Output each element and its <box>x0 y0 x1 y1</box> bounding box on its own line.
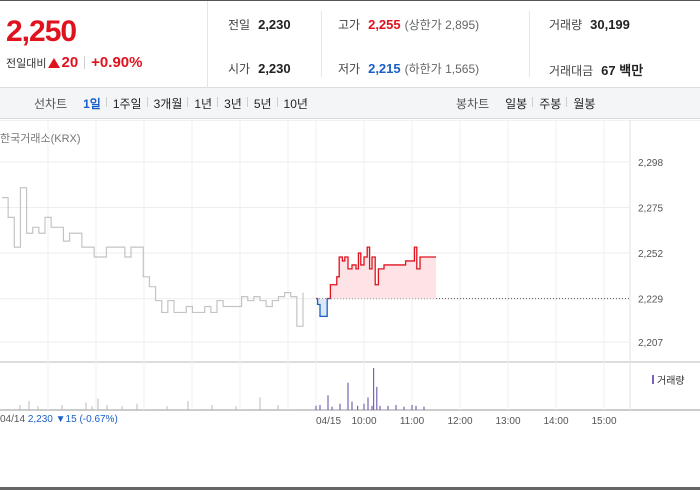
prev-day-change: ▼15 <box>55 414 77 425</box>
quote-header: 2,250 전일대비 20 +0.90% 전일 2,230 고가 2,255 (… <box>0 0 700 88</box>
tab-1week[interactable]: 1주일 <box>105 95 148 112</box>
current-price: 2,250 <box>6 15 77 48</box>
x-tick-label: 04/15 <box>316 416 341 427</box>
prev-day-date: 04/14 <box>0 414 26 425</box>
prev-day-summary: 04/14 2,230 ▼15 (-0.67%) <box>0 414 118 425</box>
y-tick-label: 2,229 <box>638 295 663 306</box>
prev-day-line <box>2 187 304 327</box>
divider <box>84 56 86 69</box>
x-tick-label: 14:00 <box>543 416 568 427</box>
prev-day-close: 2,230 <box>27 414 53 425</box>
candle-chart-tab-group: 봉차트 일봉 주봉 월봉 <box>456 88 601 119</box>
candle-chart-title: 봉차트 <box>456 97 490 111</box>
stat-label: 저가 <box>338 62 361 76</box>
stat-value: 30,199 <box>590 17 630 32</box>
line-chart-title: 선차트 <box>34 97 68 111</box>
bottom-border <box>0 487 700 490</box>
tab-3year[interactable]: 3년 <box>217 95 248 112</box>
x-tick-label: 13:00 <box>495 416 520 427</box>
legend-label: 거래량 <box>657 376 685 387</box>
change-value: 20 <box>61 54 79 71</box>
prev-day-change-pct: (-0.67%) <box>79 414 118 425</box>
price-box: 2,250 전일대비 20 +0.90% <box>0 1 208 88</box>
stat-value: 2,255 <box>368 17 401 32</box>
y-axis-ticks: 2,298 2,275 2,252 2,229 2,207 <box>638 158 663 349</box>
y-tick-label: 2,252 <box>638 249 663 260</box>
stat-high: 고가 2,255 (상한가 2,895) <box>338 16 479 33</box>
tab-weekly-candle[interactable]: 주봉 <box>532 95 567 112</box>
change-label: 전일대비 <box>6 57 47 70</box>
chart-period-tabs: 선차트 1일 1주일 3개월 1년 3년 5년 10년 봉차트 일봉 주봉 월봉 <box>0 88 700 119</box>
x-axis-ticks: 04/15 10:00 11:00 12:00 13:00 14:00 15:00 <box>316 416 617 427</box>
today-series-up <box>316 246 436 299</box>
exchange-label: 한국거래소(KRX) <box>0 133 81 145</box>
x-tick-label: 11:00 <box>400 416 425 427</box>
divider <box>529 11 530 77</box>
chart-grid <box>0 120 700 411</box>
tab-5year[interactable]: 5년 <box>246 95 278 112</box>
stat-label: 고가 <box>338 18 361 32</box>
stat-open: 시가 2,230 <box>228 60 291 77</box>
stat-sub: (상한가 2,895) <box>404 18 480 32</box>
stat-value: 67 백만 <box>601 63 644 78</box>
stat-sub: (하한가 1,565) <box>404 62 480 76</box>
up-triangle-icon <box>48 57 61 68</box>
tab-daily-candle[interactable]: 일봉 <box>505 97 528 111</box>
tab-10year[interactable]: 10년 <box>276 95 314 112</box>
stat-prev-close: 전일 2,230 <box>228 16 291 33</box>
line-chart-tab-group: 선차트 1일 1주일 3개월 1년 3년 5년 10년 <box>34 88 314 119</box>
volume-legend: 거래량 <box>652 372 685 387</box>
change-row: 전일대비 20 +0.90% <box>6 54 142 71</box>
y-tick-label: 2,207 <box>638 338 663 349</box>
stat-value: 2,230 <box>258 61 291 76</box>
stat-value: 2,215 <box>368 61 401 76</box>
tab-1year[interactable]: 1년 <box>187 95 218 112</box>
stat-label: 거래량 <box>549 18 583 32</box>
stat-value: 2,230 <box>258 17 291 32</box>
divider <box>321 11 322 77</box>
stat-trade-value: 거래대금 67 백만 <box>549 60 643 79</box>
y-tick-label: 2,275 <box>638 204 663 215</box>
today-line <box>316 246 436 318</box>
x-tick-label: 15:00 <box>591 416 616 427</box>
x-tick-label: 12:00 <box>447 416 472 427</box>
price-chart[interactable]: 2,298 2,275 2,252 2,229 2,207 04/15 10:00 11:0… <box>0 120 700 430</box>
tab-1day[interactable]: 1일 <box>83 97 101 111</box>
tab-3month[interactable]: 3개월 <box>146 95 189 112</box>
change-percent: +0.90% <box>91 54 143 71</box>
tab-monthly-candle[interactable]: 월봉 <box>566 95 601 112</box>
volume-bars <box>19 368 425 410</box>
stat-label: 전일 <box>228 18 251 32</box>
prev-day-series <box>2 187 304 327</box>
legend-swatch <box>652 375 654 384</box>
stat-label: 시가 <box>228 62 251 76</box>
x-tick-label: 10:00 <box>351 416 376 427</box>
up-area <box>316 247 436 299</box>
stat-volume: 거래량 30,199 <box>549 16 630 33</box>
stat-low: 저가 2,215 (하한가 1,565) <box>338 60 479 77</box>
stats-panel: 전일 2,230 고가 2,255 (상한가 2,895) 거래량 30,199… <box>208 1 700 88</box>
stat-label: 거래대금 <box>549 64 594 78</box>
y-tick-label: 2,298 <box>638 158 663 169</box>
